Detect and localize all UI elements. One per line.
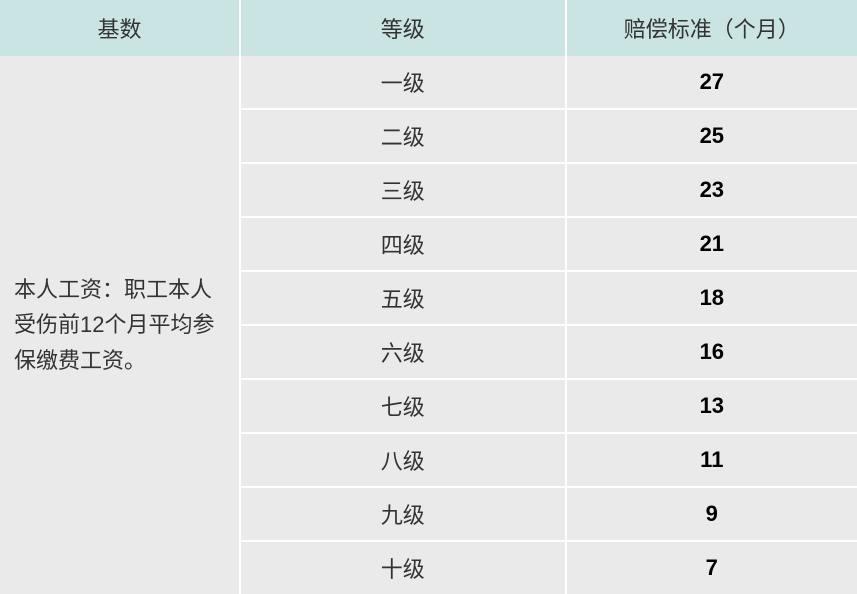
months-cell: 21: [566, 217, 857, 271]
level-cell: 六级: [240, 325, 566, 379]
level-cell: 一级: [240, 56, 566, 109]
level-cell: 八级: [240, 433, 566, 487]
table-header-row: 基数 等级 赔偿标准（个月）: [0, 0, 857, 56]
level-cell: 七级: [240, 379, 566, 433]
level-cell: 九级: [240, 487, 566, 541]
level-cell: 四级: [240, 217, 566, 271]
header-level: 等级: [240, 0, 566, 56]
header-standard: 赔偿标准（个月）: [566, 0, 857, 56]
months-cell: 16: [566, 325, 857, 379]
base-description: 本人工资：职工本人受伤前12个月平均参保缴费工资。: [0, 56, 240, 594]
level-cell: 十级: [240, 541, 566, 594]
months-cell: 18: [566, 271, 857, 325]
level-cell: 三级: [240, 163, 566, 217]
months-cell: 27: [566, 56, 857, 109]
level-cell: 二级: [240, 109, 566, 163]
months-cell: 7: [566, 541, 857, 594]
header-base: 基数: [0, 0, 240, 56]
months-cell: 13: [566, 379, 857, 433]
months-cell: 11: [566, 433, 857, 487]
level-cell: 五级: [240, 271, 566, 325]
months-cell: 25: [566, 109, 857, 163]
months-cell: 23: [566, 163, 857, 217]
table-row: 本人工资：职工本人受伤前12个月平均参保缴费工资。 一级 27: [0, 56, 857, 109]
months-cell: 9: [566, 487, 857, 541]
compensation-table: 基数 等级 赔偿标准（个月） 本人工资：职工本人受伤前12个月平均参保缴费工资。…: [0, 0, 857, 594]
